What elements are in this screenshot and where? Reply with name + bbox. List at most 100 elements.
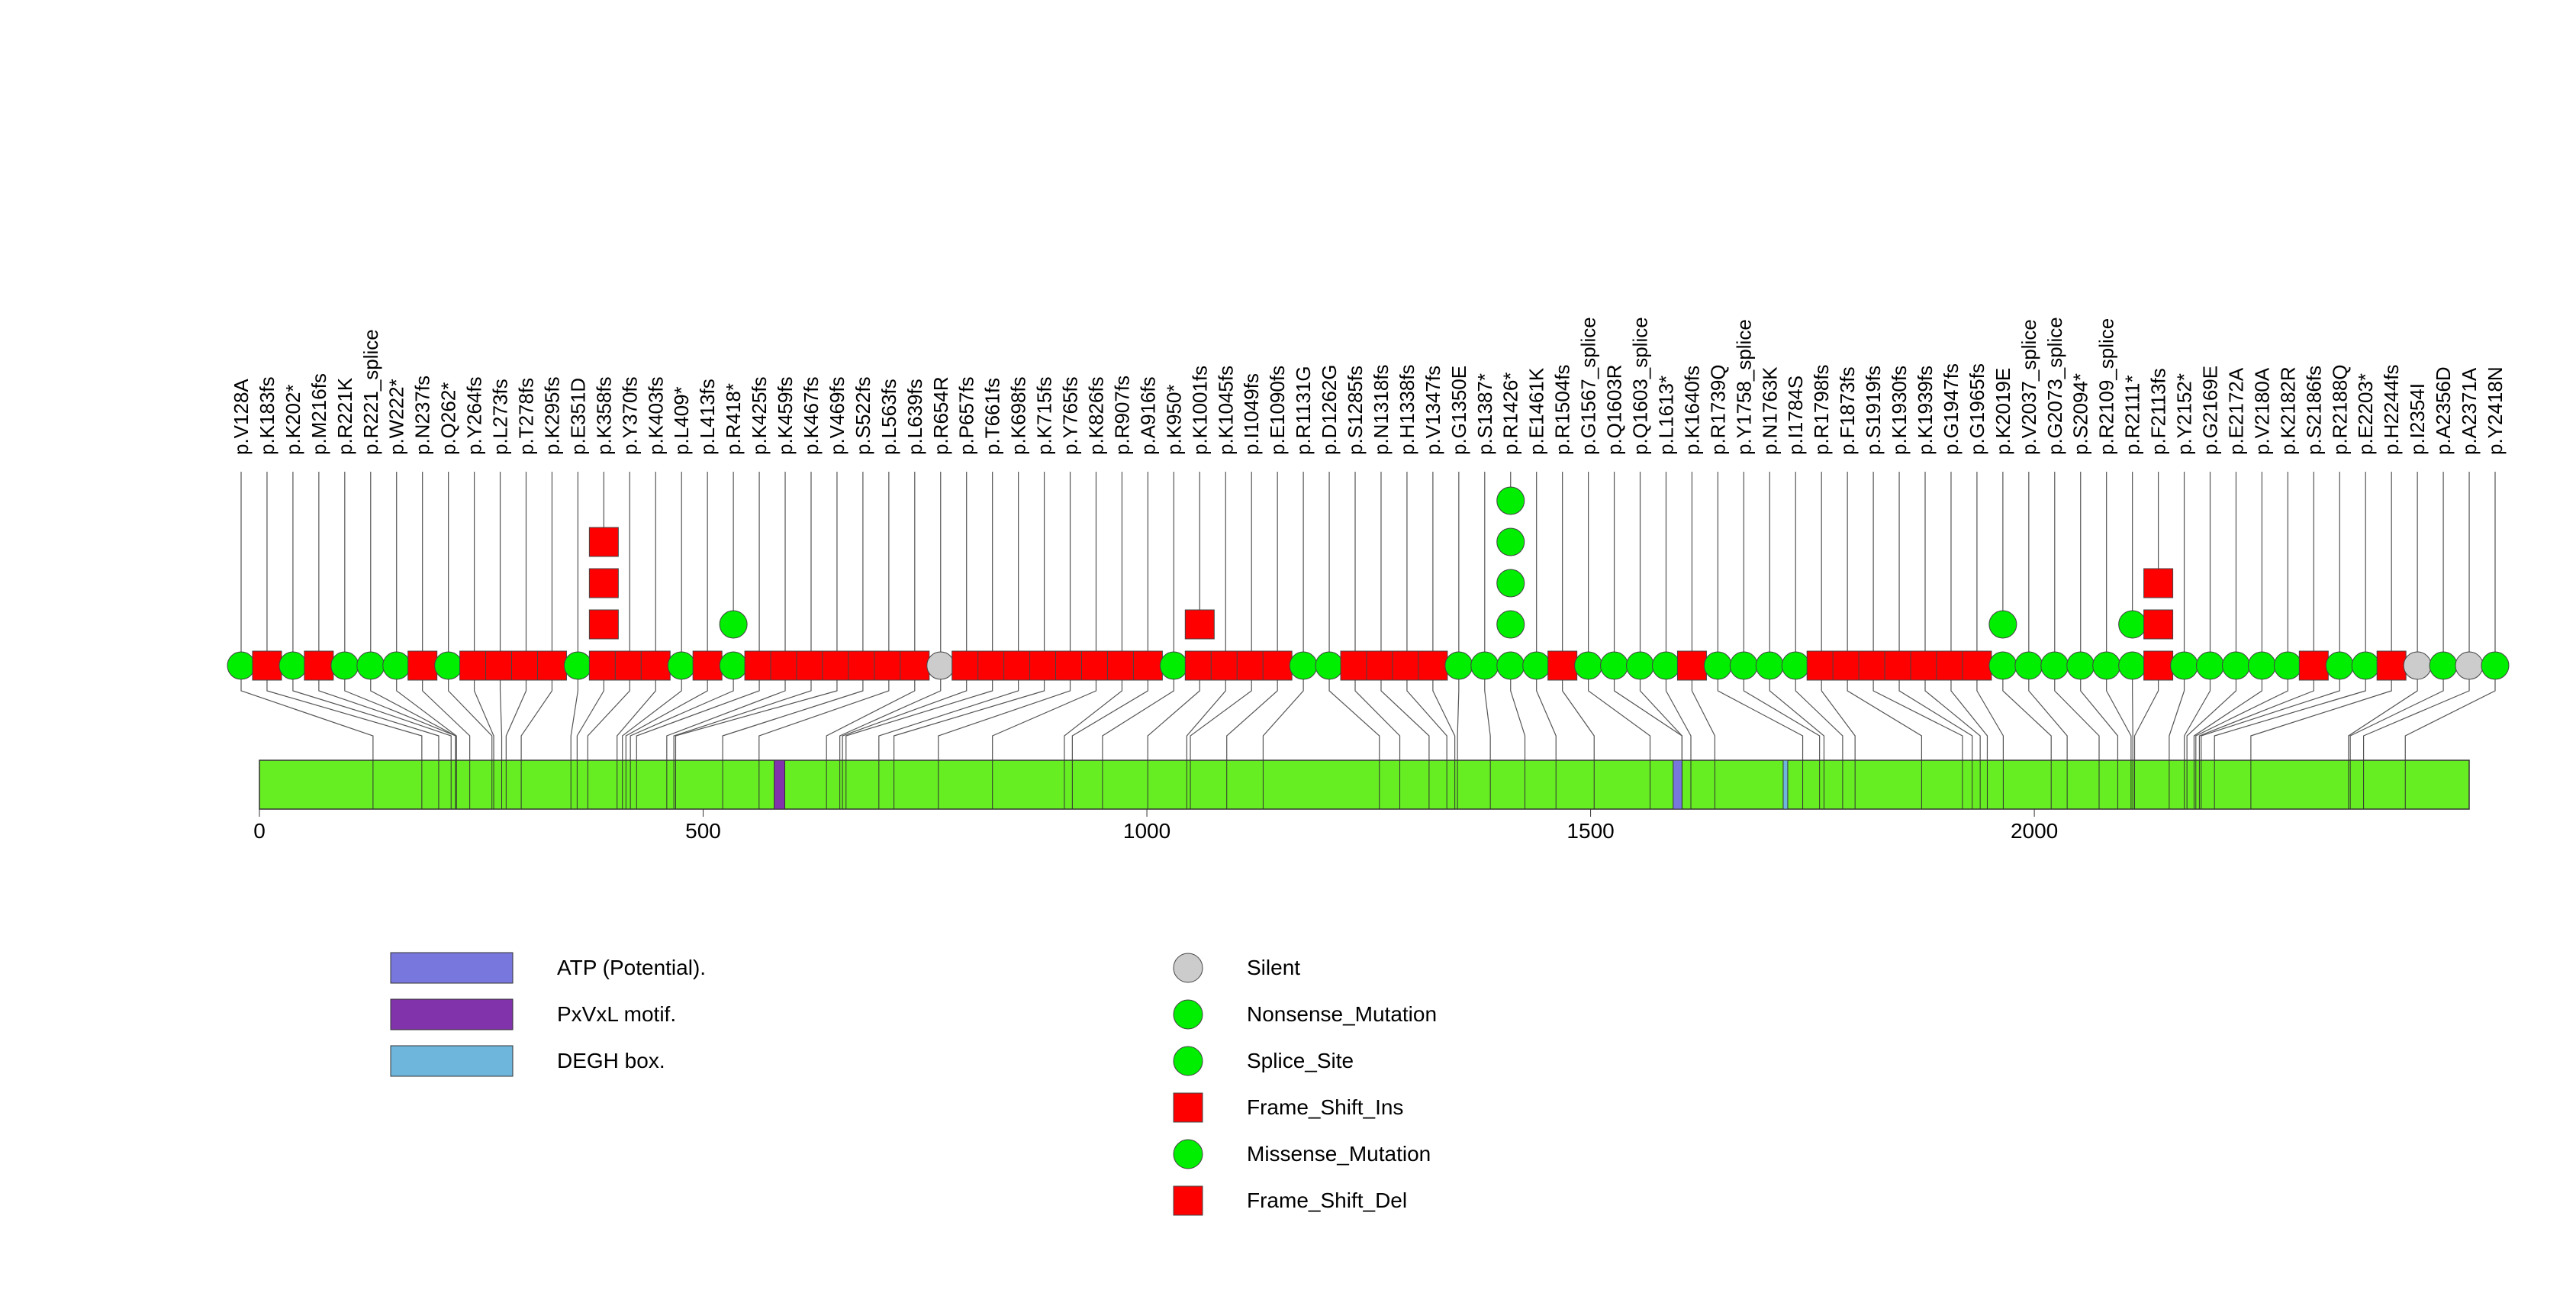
mutation-marker-circle — [2170, 651, 2199, 680]
mutation-marker-circle — [279, 651, 308, 680]
mutation-label: p.L1613* — [1654, 376, 1677, 455]
mutation-labels: p.V128A p.K183fs p.K202* p.M216fs p.R221K p.R… — [230, 317, 2507, 455]
legend-marker-circle — [1173, 999, 1203, 1030]
connector-line — [2214, 666, 2366, 760]
mutation-marker-circle — [2273, 651, 2302, 680]
mutation-label: p.A2356D — [2432, 366, 2455, 455]
mutation-marker-square — [848, 650, 878, 681]
mutation-marker-circle — [382, 651, 411, 680]
mutation-label: p.K425fs — [748, 376, 771, 455]
mutation-label: p.R2109_splice — [2095, 318, 2118, 455]
legend-marker-square — [1173, 1185, 1203, 1216]
mutation-marker-circle — [2481, 651, 2510, 680]
mutation-marker-square — [796, 650, 826, 681]
mutation-marker-square — [874, 650, 904, 681]
mutation-marker-square — [1547, 650, 1578, 681]
connector-line — [2193, 666, 2263, 760]
mutation-label: p.A916fs — [1136, 376, 1159, 455]
mutation-label: p.K1001fs — [1188, 366, 1211, 455]
mutation-marker-circle — [1703, 651, 1732, 680]
mutation-marker-square — [1418, 650, 1448, 681]
mutation-label: p.K698fs — [1007, 376, 1030, 455]
connector-line — [1717, 666, 1804, 760]
mutation-label: p.N1318fs — [1370, 364, 1393, 455]
mutation-marker-circle — [434, 651, 463, 680]
mutation-label: p.H1338fs — [1396, 364, 1418, 455]
mutation-marker-circle — [2247, 651, 2276, 680]
mutation-marker-square — [900, 650, 930, 681]
mutation-marker-circle — [1159, 651, 1188, 680]
mutation-label: p.Y370fs — [618, 376, 641, 455]
mutation-marker-square — [1132, 650, 1163, 681]
protein-domain — [1673, 759, 1682, 810]
mutation-marker-circle — [2092, 651, 2121, 680]
mutation-label: p.S2186fs — [2302, 366, 2325, 455]
mutation-label: p.R1131G — [1292, 366, 1315, 455]
mutation-label: p.K183fs — [256, 376, 279, 455]
protein-bar — [259, 759, 2470, 810]
mutation-marker-square — [1392, 650, 1422, 681]
mutation-marker-square — [952, 650, 982, 681]
mutation-label: p.M216fs — [308, 373, 330, 455]
connector-line — [2002, 666, 2052, 760]
legend: ATP (Potential). PxVxL motif. DEGH box. Sil… — [390, 952, 1437, 1216]
legend-label: Silent — [1247, 956, 1300, 979]
mutation-marker-square — [1003, 650, 1034, 681]
mutation-label: p.R654R — [929, 376, 952, 455]
mutation-label: p.S2094* — [2069, 373, 2092, 455]
mutation-label: p.K826fs — [1084, 376, 1107, 455]
connector-line — [1639, 666, 1682, 760]
connector-line — [1613, 666, 1682, 760]
mutation-marker-circle — [719, 651, 748, 680]
mutation-label: p.Y2152* — [2173, 373, 2196, 455]
legend-label: Frame_Shift_Del — [1247, 1188, 1407, 1212]
mutation-label: p.K467fs — [800, 376, 823, 455]
mutation-marker-circle — [330, 651, 359, 680]
mutation-marker-circle — [1522, 651, 1551, 680]
mutation-marker-square — [1210, 650, 1241, 681]
legend-marker-circle — [1173, 1139, 1203, 1169]
mutation-marker-square — [770, 650, 800, 681]
legend-swatch — [390, 1045, 514, 1077]
mutation-marker-square — [1832, 650, 1863, 681]
x-axis: 0 500 1000 1500 2000 — [253, 809, 2058, 843]
legend-marker-circle — [1173, 1046, 1203, 1076]
x-axis-tick-label: 1500 — [1567, 819, 1614, 843]
mutation-label: p.E1461K — [1525, 367, 1548, 455]
mutation-marker-square — [2143, 650, 2174, 681]
connector-line — [2184, 666, 2211, 760]
legend-swatch — [390, 998, 514, 1030]
legend-label: DEGH box. — [557, 1049, 665, 1072]
mutation-label: p.R2111* — [2121, 375, 2144, 455]
mutation-marker-square — [588, 650, 619, 681]
mutation-marker-square — [640, 650, 671, 681]
mutation-marker-square — [1366, 650, 1396, 681]
mutation-marker-circle — [356, 651, 385, 680]
mutation-marker-square — [304, 650, 334, 681]
mutation-label: p.Y264fs — [463, 376, 486, 455]
legend-swatch — [390, 952, 514, 984]
mutation-label: p.K459fs — [774, 376, 797, 455]
mutation-label: p.K1930fs — [1888, 366, 1911, 455]
mutation-label: p.R418* — [722, 383, 745, 455]
mutation-label: p.Y765fs — [1059, 376, 1082, 455]
mutation-label: p.G1965fs — [1966, 363, 1988, 455]
mutation-label: p.R1798fs — [1810, 364, 1833, 455]
mutation-label: p.G1350E — [1447, 366, 1470, 455]
mutation-label: p.W222* — [385, 379, 408, 455]
mutation-label: p.I1784S — [1784, 376, 1807, 455]
mutation-label: p.D1262G — [1318, 364, 1341, 455]
connector-line — [2054, 666, 2100, 760]
mutation-label: p.R907fs — [1110, 376, 1133, 455]
mutation-marker-square — [407, 650, 438, 681]
mutation-marker-circle — [1496, 569, 1525, 598]
legend-label: ATP (Potential). — [557, 956, 706, 979]
mutation-marker-square — [1055, 650, 1086, 681]
mutation-label: p.G1947fs — [1940, 363, 1963, 455]
mutation-marker-circle — [2351, 651, 2380, 680]
mutation-label: p.R1739Q — [1706, 364, 1729, 455]
mutation-label: p.Q1603_splice — [1629, 317, 1652, 455]
legend-label: Splice_Site — [1247, 1049, 1354, 1072]
mutation-label: p.L409* — [670, 386, 693, 455]
mutation-marker-square — [1184, 609, 1215, 640]
